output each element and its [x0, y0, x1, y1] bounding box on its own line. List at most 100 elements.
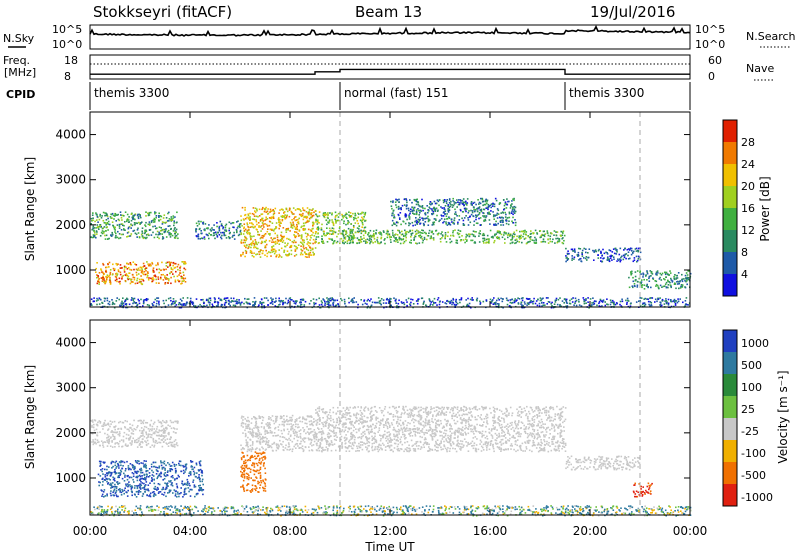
- data-cell: [326, 303, 329, 305]
- data-cell: [118, 467, 120, 469]
- data-cell: [172, 215, 175, 217]
- power-ylabel: Slant Range [km]: [23, 157, 37, 261]
- data-cell: [502, 199, 505, 201]
- data-cell: [154, 432, 156, 434]
- data-cell: [321, 235, 323, 237]
- data-cell: [216, 234, 218, 237]
- data-cell: [142, 262, 145, 265]
- data-cell: [565, 260, 567, 263]
- data-cell: [480, 197, 482, 200]
- data-cell: [361, 230, 363, 233]
- data-cell: [518, 298, 521, 300]
- data-cell: [424, 212, 427, 214]
- data-cell: [121, 488, 123, 491]
- data-cell: [129, 235, 131, 237]
- data-cell: [254, 246, 257, 249]
- data-cell: [490, 203, 493, 205]
- data-cell: [446, 235, 449, 237]
- data-cell: [430, 231, 433, 234]
- data-cell: [636, 286, 639, 288]
- data-cell: [229, 304, 231, 307]
- data-cell: [514, 233, 516, 236]
- data-cell: [273, 301, 276, 303]
- data-cell: [513, 199, 515, 202]
- data-cell: [140, 275, 142, 277]
- data-cell: [280, 237, 283, 240]
- data-cell: [354, 214, 356, 217]
- data-cell: [525, 234, 527, 236]
- data-cell: [511, 220, 513, 223]
- data-cell: [351, 232, 353, 234]
- data-cell: [400, 239, 403, 241]
- data-cell: [565, 299, 567, 301]
- data-cell: [327, 302, 330, 305]
- data-cell: [646, 272, 649, 275]
- data-cell: [255, 215, 258, 218]
- data-cell: [176, 211, 178, 214]
- data-cell: [374, 240, 377, 243]
- data-cell: [160, 435, 163, 437]
- data-cell: [285, 207, 287, 210]
- data-cell: [534, 236, 536, 239]
- data-cell: [140, 446, 142, 448]
- data-cell: [171, 302, 174, 305]
- data-cell: [470, 203, 473, 206]
- data-cell: [103, 489, 106, 491]
- data-cell: [311, 209, 313, 211]
- data-cell: [150, 466, 153, 468]
- data-cell: [127, 437, 130, 440]
- data-cell: [270, 297, 272, 299]
- data-cell: [136, 282, 139, 284]
- data-cell: [102, 275, 104, 278]
- data-cell: [265, 239, 267, 242]
- data-cell: [145, 441, 147, 443]
- data-cell: [198, 487, 201, 489]
- data-cell: [243, 229, 246, 232]
- data-cell: [279, 209, 281, 211]
- data-cell: [127, 275, 130, 278]
- data-cell: [592, 301, 595, 304]
- data-cell: [155, 278, 157, 281]
- data-cell: [505, 222, 508, 225]
- data-cell: [540, 241, 543, 243]
- data-cell: [397, 221, 399, 224]
- data-cell: [446, 199, 448, 201]
- data-cell: [101, 230, 104, 232]
- beam-title: Beam 13: [355, 3, 422, 21]
- data-cell: [610, 301, 612, 303]
- data-cell: [147, 263, 149, 265]
- data-cell: [144, 485, 146, 487]
- data-cell: [498, 230, 500, 232]
- data-cell: [114, 425, 117, 427]
- data-cell: [566, 259, 569, 261]
- data-cell: [115, 467, 117, 469]
- data-cell: [457, 203, 460, 206]
- data-cell: [105, 276, 107, 278]
- data-cell: [306, 233, 309, 235]
- data-cell: [323, 233, 325, 236]
- data-cell: [112, 465, 114, 468]
- data-cell: [111, 439, 113, 442]
- data-cell: [293, 217, 295, 220]
- data-cell: [398, 217, 401, 219]
- data-cell: [136, 476, 139, 479]
- data-cell: [278, 221, 280, 224]
- data-cell: [284, 214, 286, 216]
- data-cell: [106, 477, 108, 480]
- data-cell: [162, 431, 165, 433]
- data-cell: [176, 491, 179, 493]
- data-cell: [485, 238, 488, 241]
- data-cell: [116, 465, 118, 468]
- data-cell: [198, 469, 201, 471]
- data-cell: [541, 305, 543, 307]
- data-cell: [170, 261, 172, 264]
- data-cell: [213, 297, 216, 299]
- data-cell: [115, 272, 118, 275]
- colorbar-tick: 24: [741, 158, 755, 171]
- data-cell: [113, 490, 115, 492]
- data-cell: [685, 280, 687, 283]
- data-cell: [170, 219, 172, 221]
- data-cell: [146, 261, 148, 263]
- data-cell: [202, 223, 204, 225]
- data-cell: [498, 231, 500, 233]
